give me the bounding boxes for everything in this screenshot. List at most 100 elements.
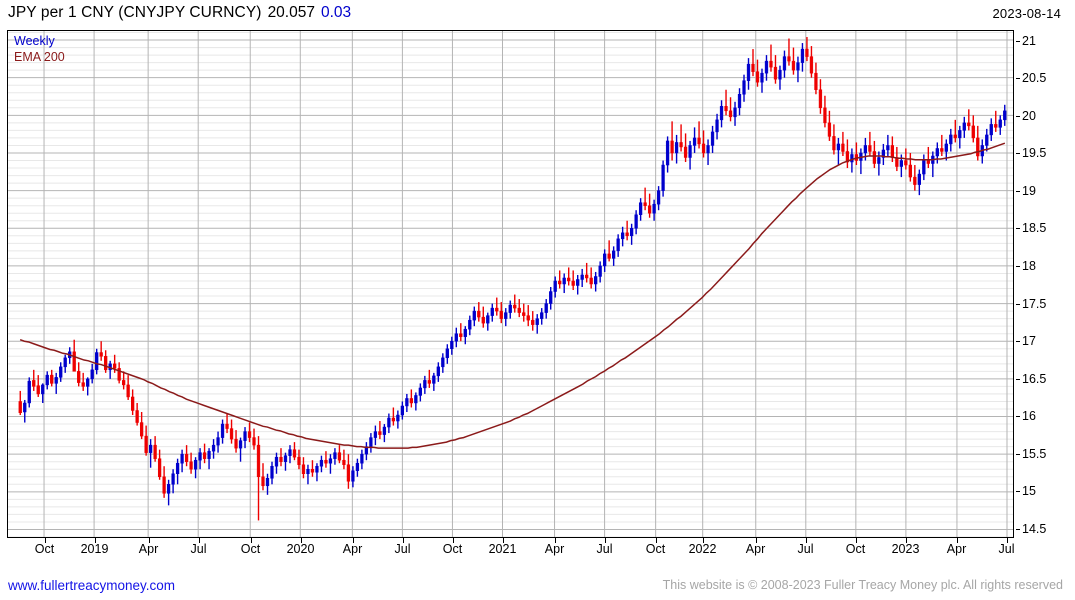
candle-body: [432, 375, 436, 384]
candle-body: [616, 238, 620, 252]
candle-body: [845, 151, 850, 163]
x-axis-label: 2020: [286, 542, 315, 556]
candle-body: [558, 280, 562, 285]
candle-body: [580, 274, 584, 280]
candle-body: [589, 277, 593, 285]
candle-body: [940, 148, 944, 152]
candle-body: [670, 140, 674, 154]
minor-gridlines: [8, 32, 1013, 537]
x-axis-tick: [755, 538, 757, 543]
candle-body: [315, 465, 319, 473]
candle-body: [301, 464, 306, 475]
x-axis-tick: [300, 538, 302, 543]
y-axis-label: 18.5: [1022, 221, 1047, 236]
x-axis-label: Apr: [342, 542, 363, 556]
x-axis-label: 2022: [688, 542, 717, 556]
candle-body: [387, 417, 391, 428]
candle-body: [665, 140, 670, 166]
y-axis-tick: [1016, 40, 1020, 42]
candle-body: [153, 444, 157, 459]
chart-date: 2023-08-14: [992, 5, 1061, 21]
x-axis-tick: [250, 538, 252, 543]
candle-body: [913, 176, 917, 185]
y-axis-label: 21: [1022, 33, 1036, 48]
candle-body: [679, 142, 683, 148]
y-axis: 21 20.5 20 19.5 19 18.5 18 17.5 17 16.5 16 15.5 15 14…: [1016, 30, 1075, 538]
candle-body: [791, 60, 796, 71]
y-axis-label: 14.5: [1022, 522, 1047, 536]
candle-body: [755, 71, 760, 83]
candle-body: [868, 145, 872, 152]
x-axis-label: Apr: [946, 542, 967, 556]
candle-body: [481, 316, 485, 324]
y-axis-tick: [1016, 266, 1020, 267]
candle-body: [674, 142, 679, 154]
candle-body: [184, 453, 189, 462]
candle-body: [962, 122, 966, 131]
candle-body: [562, 277, 566, 285]
candle-body: [692, 137, 697, 146]
candle-body: [207, 450, 211, 459]
candle-body: [50, 374, 54, 384]
candle-body: [737, 94, 742, 109]
candle-body: [81, 382, 85, 387]
candle-body: [441, 357, 445, 368]
candle-body: [571, 280, 575, 286]
candle-body: [710, 131, 715, 146]
candle-body: [513, 304, 517, 309]
candle-body: [41, 384, 45, 395]
chart-plot-area[interactable]: Weekly EMA 200: [7, 30, 1014, 538]
y-axis-label: 20.5: [1022, 71, 1047, 86]
candle-body: [607, 253, 611, 259]
candle-body: [504, 312, 508, 319]
candle-body: [414, 395, 418, 404]
candle-body: [18, 401, 22, 414]
candle-body: [1003, 110, 1007, 121]
candle-body: [823, 107, 827, 124]
candle-body: [391, 417, 396, 422]
y-axis-tick: [1016, 228, 1020, 230]
candle-body: [985, 134, 989, 146]
instrument-name: JPY per 1 CNY (CNYJPY CURNCY): [8, 4, 262, 21]
candle-body: [427, 380, 431, 384]
candle-body: [337, 452, 342, 461]
candle-body: [585, 274, 589, 279]
candle-body: [989, 124, 993, 136]
candle-body: [382, 426, 387, 435]
x-axis-tick: [554, 538, 556, 543]
x-axis-tick: [452, 538, 454, 543]
x-axis-label: Apr: [544, 542, 565, 556]
y-axis-tick: [1016, 416, 1020, 418]
site-url[interactable]: www.fullertreacymoney.com: [8, 577, 176, 593]
candle-body: [405, 398, 409, 407]
candle-body: [292, 449, 297, 458]
candle-body: [423, 380, 427, 389]
x-axis-label: Jul: [998, 542, 1015, 556]
candle-body: [706, 145, 710, 154]
copyright-notice: This website is © 2008-2023 Fuller Treac…: [662, 578, 1063, 592]
x-axis-label: Jul: [190, 542, 207, 556]
y-axis-tick: [1016, 190, 1020, 192]
candle-body: [274, 456, 279, 467]
candle-body: [638, 202, 643, 215]
instrument-title-group: JPY per 1 CNY (CNYJPY CURNCY) 20.057 0.0…: [8, 4, 351, 22]
candle-body: [454, 333, 458, 342]
candle-body: [764, 60, 769, 74]
candle-body: [157, 458, 162, 478]
x-axis-tick: [604, 538, 606, 543]
x-axis-label: Oct: [845, 542, 866, 556]
y-axis-tick: [1016, 153, 1020, 155]
candle-body: [211, 444, 216, 452]
candle-body: [594, 276, 598, 285]
y-axis-label: 17: [1022, 334, 1036, 349]
candle-body: [360, 453, 364, 464]
x-axis-tick: [1006, 538, 1008, 543]
candle-body: [468, 319, 472, 330]
candle-body: [256, 444, 261, 478]
candle-body: [836, 143, 841, 151]
candle-body: [499, 310, 503, 319]
candle-body: [252, 437, 256, 446]
candle-body: [841, 143, 845, 152]
candle-body: [994, 124, 998, 128]
